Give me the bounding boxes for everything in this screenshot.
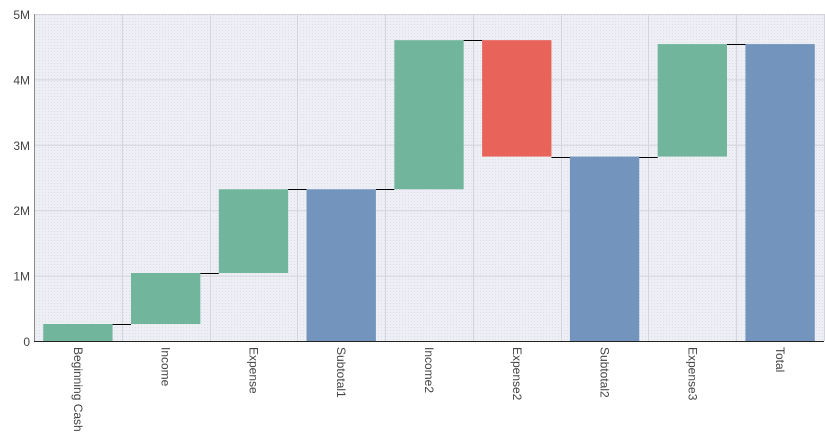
y-tick-label: 3M <box>13 139 30 153</box>
bar-income <box>130 272 201 324</box>
x-tick-label: Beginning Cash <box>71 347 85 432</box>
bar-expense2 <box>482 40 552 157</box>
connectors <box>112 40 746 325</box>
bar-subtotal1 <box>306 189 376 341</box>
y-tick-label: 5M <box>13 8 30 22</box>
bars <box>43 40 815 342</box>
axes: 0 1M 2M 3M 4M 5M Beginning Cash Income Expense Su… <box>13 8 824 432</box>
y-tick-label: 2M <box>13 204 30 218</box>
bar-expense <box>218 189 289 273</box>
x-tick-label: Total <box>773 347 787 372</box>
y-tick-label: 1M <box>13 270 30 284</box>
bar-total <box>745 44 815 342</box>
x-tick-label: Income <box>159 347 173 387</box>
bar-expense3 <box>657 44 728 157</box>
y-tick-label: 0 <box>23 335 30 349</box>
y-tick-label: 4M <box>13 73 30 87</box>
x-tick-label: Income2 <box>422 347 436 393</box>
x-tick-label: Expense2 <box>510 347 524 401</box>
x-tick-label: Expense <box>246 347 260 394</box>
x-tick-label: Expense3 <box>685 347 699 401</box>
bar-income2 <box>394 40 464 190</box>
x-tick-label: Subtotal1 <box>334 347 348 398</box>
bar-subtotal2 <box>569 156 640 341</box>
x-tick-label: Subtotal2 <box>598 347 612 398</box>
bar-beginning-cash <box>43 323 113 341</box>
gridlines <box>34 14 825 342</box>
